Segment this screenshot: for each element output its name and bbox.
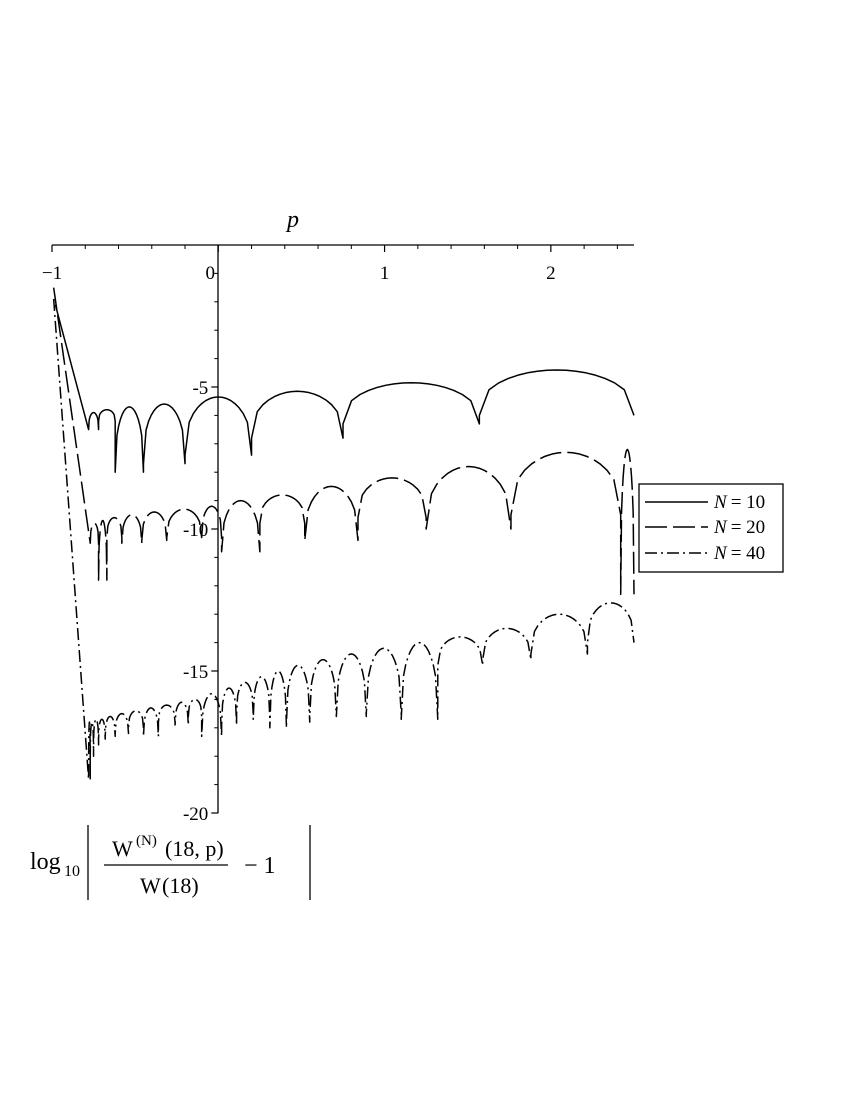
legend-item: N = 40 xyxy=(645,543,765,564)
y-axis-title-log-base: 10 xyxy=(64,863,80,880)
y-tick-label: -10 xyxy=(183,520,208,541)
y-tick-label: -5 xyxy=(192,378,208,399)
x-tick-label: 2 xyxy=(546,263,556,284)
x-ticks: −1 0 1 2 xyxy=(42,245,618,284)
legend-item: N = 20 xyxy=(645,517,765,538)
series-n10-line xyxy=(54,304,635,473)
y-axis-title-num-args: (18, p) xyxy=(165,836,224,861)
legend-label-n20: N = 20 xyxy=(713,517,765,538)
y-axis-title-den-w: W xyxy=(140,873,161,898)
x-tick-label: −1 xyxy=(42,263,62,284)
legend-item: N = 10 xyxy=(645,492,765,513)
y-axis-title: log 10 W (N) (18, p) W (18) − 1 xyxy=(30,825,311,900)
x-tick-label: 1 xyxy=(380,263,390,284)
legend-label-n40: N = 40 xyxy=(713,543,765,564)
x-axis-title: p xyxy=(285,207,299,233)
y-ticks: -5 -10 -15 -20 xyxy=(183,272,219,825)
series-n40-line xyxy=(52,298,635,780)
y-axis-title-minus-one: − 1 xyxy=(244,853,276,879)
y-axis-title-num-sup: (N) xyxy=(136,833,157,849)
series-n20-line xyxy=(52,287,635,596)
legend-box xyxy=(638,483,784,573)
series-layer xyxy=(52,287,635,780)
y-axis-title-den-args: (18) xyxy=(162,873,199,898)
x-tick-label: 0 xyxy=(206,263,216,284)
y-tick-label: -15 xyxy=(183,662,208,683)
legend-label-n10: N = 10 xyxy=(713,492,765,513)
y-tick-label: -20 xyxy=(183,804,208,825)
legend: N = 10 N = 20 N = 40 xyxy=(638,483,784,573)
y-axis-title-log: log xyxy=(30,849,61,875)
y-axis-title-num-w: W xyxy=(112,836,133,861)
